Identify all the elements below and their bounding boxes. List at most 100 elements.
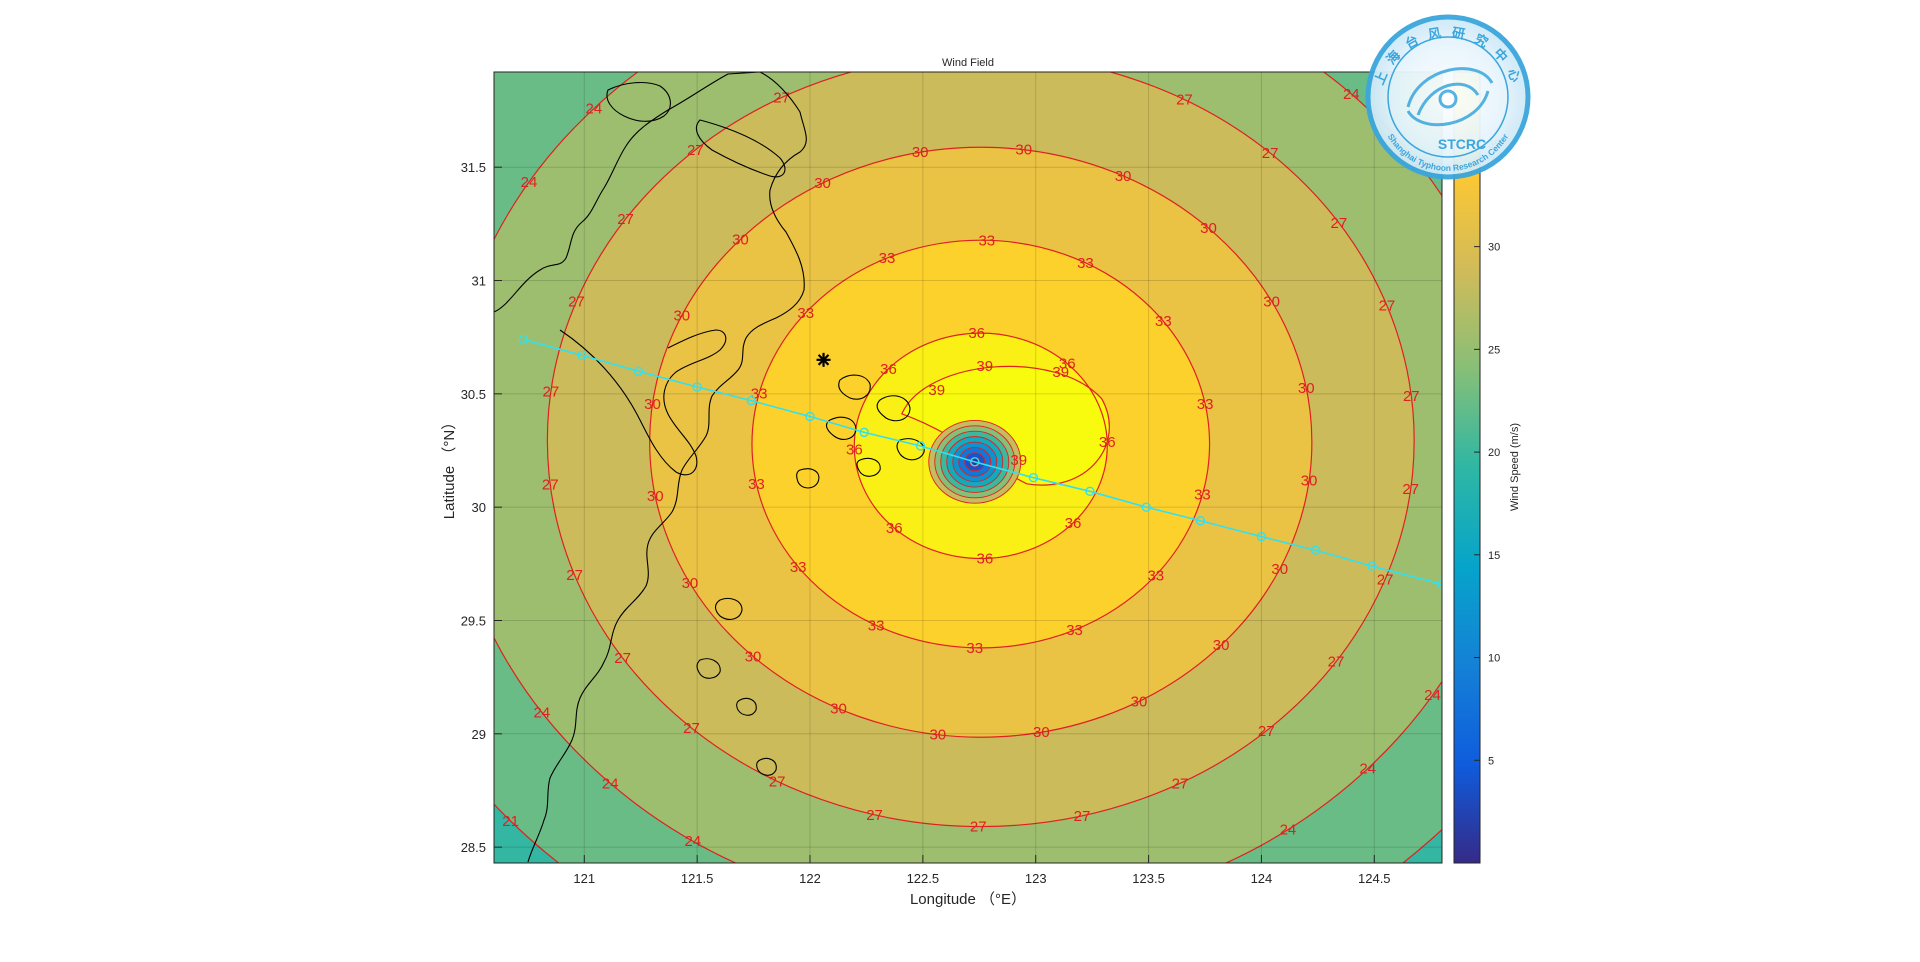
colorbar-tick-label: 25 xyxy=(1488,344,1500,356)
contour-label: 33 xyxy=(978,232,995,249)
contour-label: 36 xyxy=(886,520,903,537)
contour-label: 30 xyxy=(1200,220,1217,237)
contour-label: 27 xyxy=(1172,775,1189,792)
contour-label: 24 xyxy=(1343,86,1360,103)
colorbar-tick-label: 20 xyxy=(1488,447,1500,459)
typhoon-swirl-icon xyxy=(1406,67,1494,127)
x-tick-label: 123 xyxy=(1025,871,1047,886)
contour-label: 24 xyxy=(1424,687,1441,704)
contour-label: 27 xyxy=(1328,654,1345,671)
contour-label: 27 xyxy=(1402,481,1419,498)
contour-label: 27 xyxy=(543,384,560,401)
colorbar-label: Wind Speed (m/s) xyxy=(1509,423,1521,511)
contour-label: 36 xyxy=(880,361,897,378)
contour-label: 27 xyxy=(1176,92,1193,109)
contour-label: 24 xyxy=(586,101,603,118)
x-tick-label: 124.5 xyxy=(1358,871,1391,886)
contour-label: 36 xyxy=(846,441,863,458)
contour-label: 30 xyxy=(647,488,664,505)
coastline xyxy=(494,72,925,863)
coastline-yangtze-estuary xyxy=(695,119,786,178)
y-tick-label: 30.5 xyxy=(461,387,486,402)
contour-label: 33 xyxy=(790,559,807,576)
contour-line xyxy=(546,72,1415,828)
y-axis: 28.5 29 29.5 30 30.5 31 31.5 xyxy=(461,160,502,855)
contour-label: 27 xyxy=(1074,808,1091,825)
y-tick-label: 31 xyxy=(472,274,486,289)
coastline-mainland xyxy=(494,72,807,863)
contour-label: 36 xyxy=(1099,434,1116,451)
track-point xyxy=(746,395,757,406)
contour-label: 30 xyxy=(929,727,946,744)
colorbar-tick-label: 10 xyxy=(1488,653,1500,665)
contour-label: 24 xyxy=(1280,822,1297,839)
contour-label: 30 xyxy=(732,231,749,248)
contour-label: 27 xyxy=(683,720,700,737)
contour-label: 33 xyxy=(1077,255,1094,272)
chart-title: Wind Field xyxy=(942,57,994,69)
contour-label: 33 xyxy=(879,250,896,267)
contour-label: 27 xyxy=(542,477,559,494)
contour-label: 30 xyxy=(1263,293,1280,310)
asterisk-marker-stroke xyxy=(817,354,830,366)
contour-line xyxy=(649,146,1313,738)
y-tick-label: 28.5 xyxy=(461,840,486,855)
track-point xyxy=(1310,545,1321,555)
track-point xyxy=(1367,561,1377,571)
contour-label: 27 xyxy=(769,773,786,790)
colorbar: 5101520253035 Wind Speed (m/s) xyxy=(1453,71,1521,864)
contour-label: 33 xyxy=(1197,396,1214,413)
contour-label: 36 xyxy=(1065,515,1082,532)
contour-label: 24 xyxy=(684,833,701,850)
contour-label: 30 xyxy=(1015,142,1032,159)
contour-label: 27 xyxy=(1331,215,1348,232)
x-tick-label: 123.5 xyxy=(1132,871,1165,886)
coastline-south-zhejiang xyxy=(696,597,777,776)
contour-label: 27 xyxy=(566,567,583,584)
plot-frame xyxy=(493,71,1443,864)
contour-label: 33 xyxy=(1194,487,1211,504)
track-point xyxy=(805,411,815,422)
contour-label: 24 xyxy=(521,174,538,191)
contour-label: 33 xyxy=(868,617,885,634)
contour-label: 30 xyxy=(814,175,831,192)
contour-label: 39 xyxy=(976,358,993,375)
contour-label: 27 xyxy=(1377,571,1394,588)
contour-label: 39 xyxy=(1052,364,1069,381)
contour-label: 27 xyxy=(614,650,631,667)
x-axis: 121 121.5 122 122.5 123 123.5 124 124.5 xyxy=(573,855,1391,886)
contour-label: 30 xyxy=(1131,693,1148,710)
colorbar-gradient xyxy=(1453,71,1481,864)
contour-label: 36 xyxy=(968,325,985,342)
contour-label: 27 xyxy=(617,211,634,228)
x-axis-label: Longitude （°E） xyxy=(910,891,1026,908)
contour-line xyxy=(751,239,1211,649)
contour-label: 30 xyxy=(912,144,929,161)
contour-label: 27 xyxy=(970,819,987,836)
contour-label: 36 xyxy=(1059,356,1076,373)
colorbar-tick-label: 30 xyxy=(1488,242,1500,254)
contour-label: 30 xyxy=(1213,637,1230,654)
x-tick-label: 121.5 xyxy=(681,871,714,886)
contour-label: 24 xyxy=(1359,761,1376,778)
contour-label: 27 xyxy=(773,89,790,106)
track-point xyxy=(577,350,587,361)
storm-track xyxy=(518,334,1442,589)
colorbar-tick-label: 5 xyxy=(1488,755,1494,767)
track-point xyxy=(1437,579,1442,589)
track-point xyxy=(915,441,926,451)
contour-label: 33 xyxy=(1147,567,1164,584)
x-tick-label: 121 xyxy=(573,871,595,886)
contour-label: 21 xyxy=(502,813,519,830)
contour-label: 30 xyxy=(644,396,661,413)
coastline-hangzhou-bay xyxy=(559,329,727,476)
contour-label: 39 xyxy=(1010,452,1027,469)
colorbar-tick-label: 15 xyxy=(1488,550,1500,562)
y-tick-label: 31.5 xyxy=(461,160,486,175)
contour-label: 30 xyxy=(1301,472,1318,489)
x-tick-label: 124 xyxy=(1251,871,1273,886)
